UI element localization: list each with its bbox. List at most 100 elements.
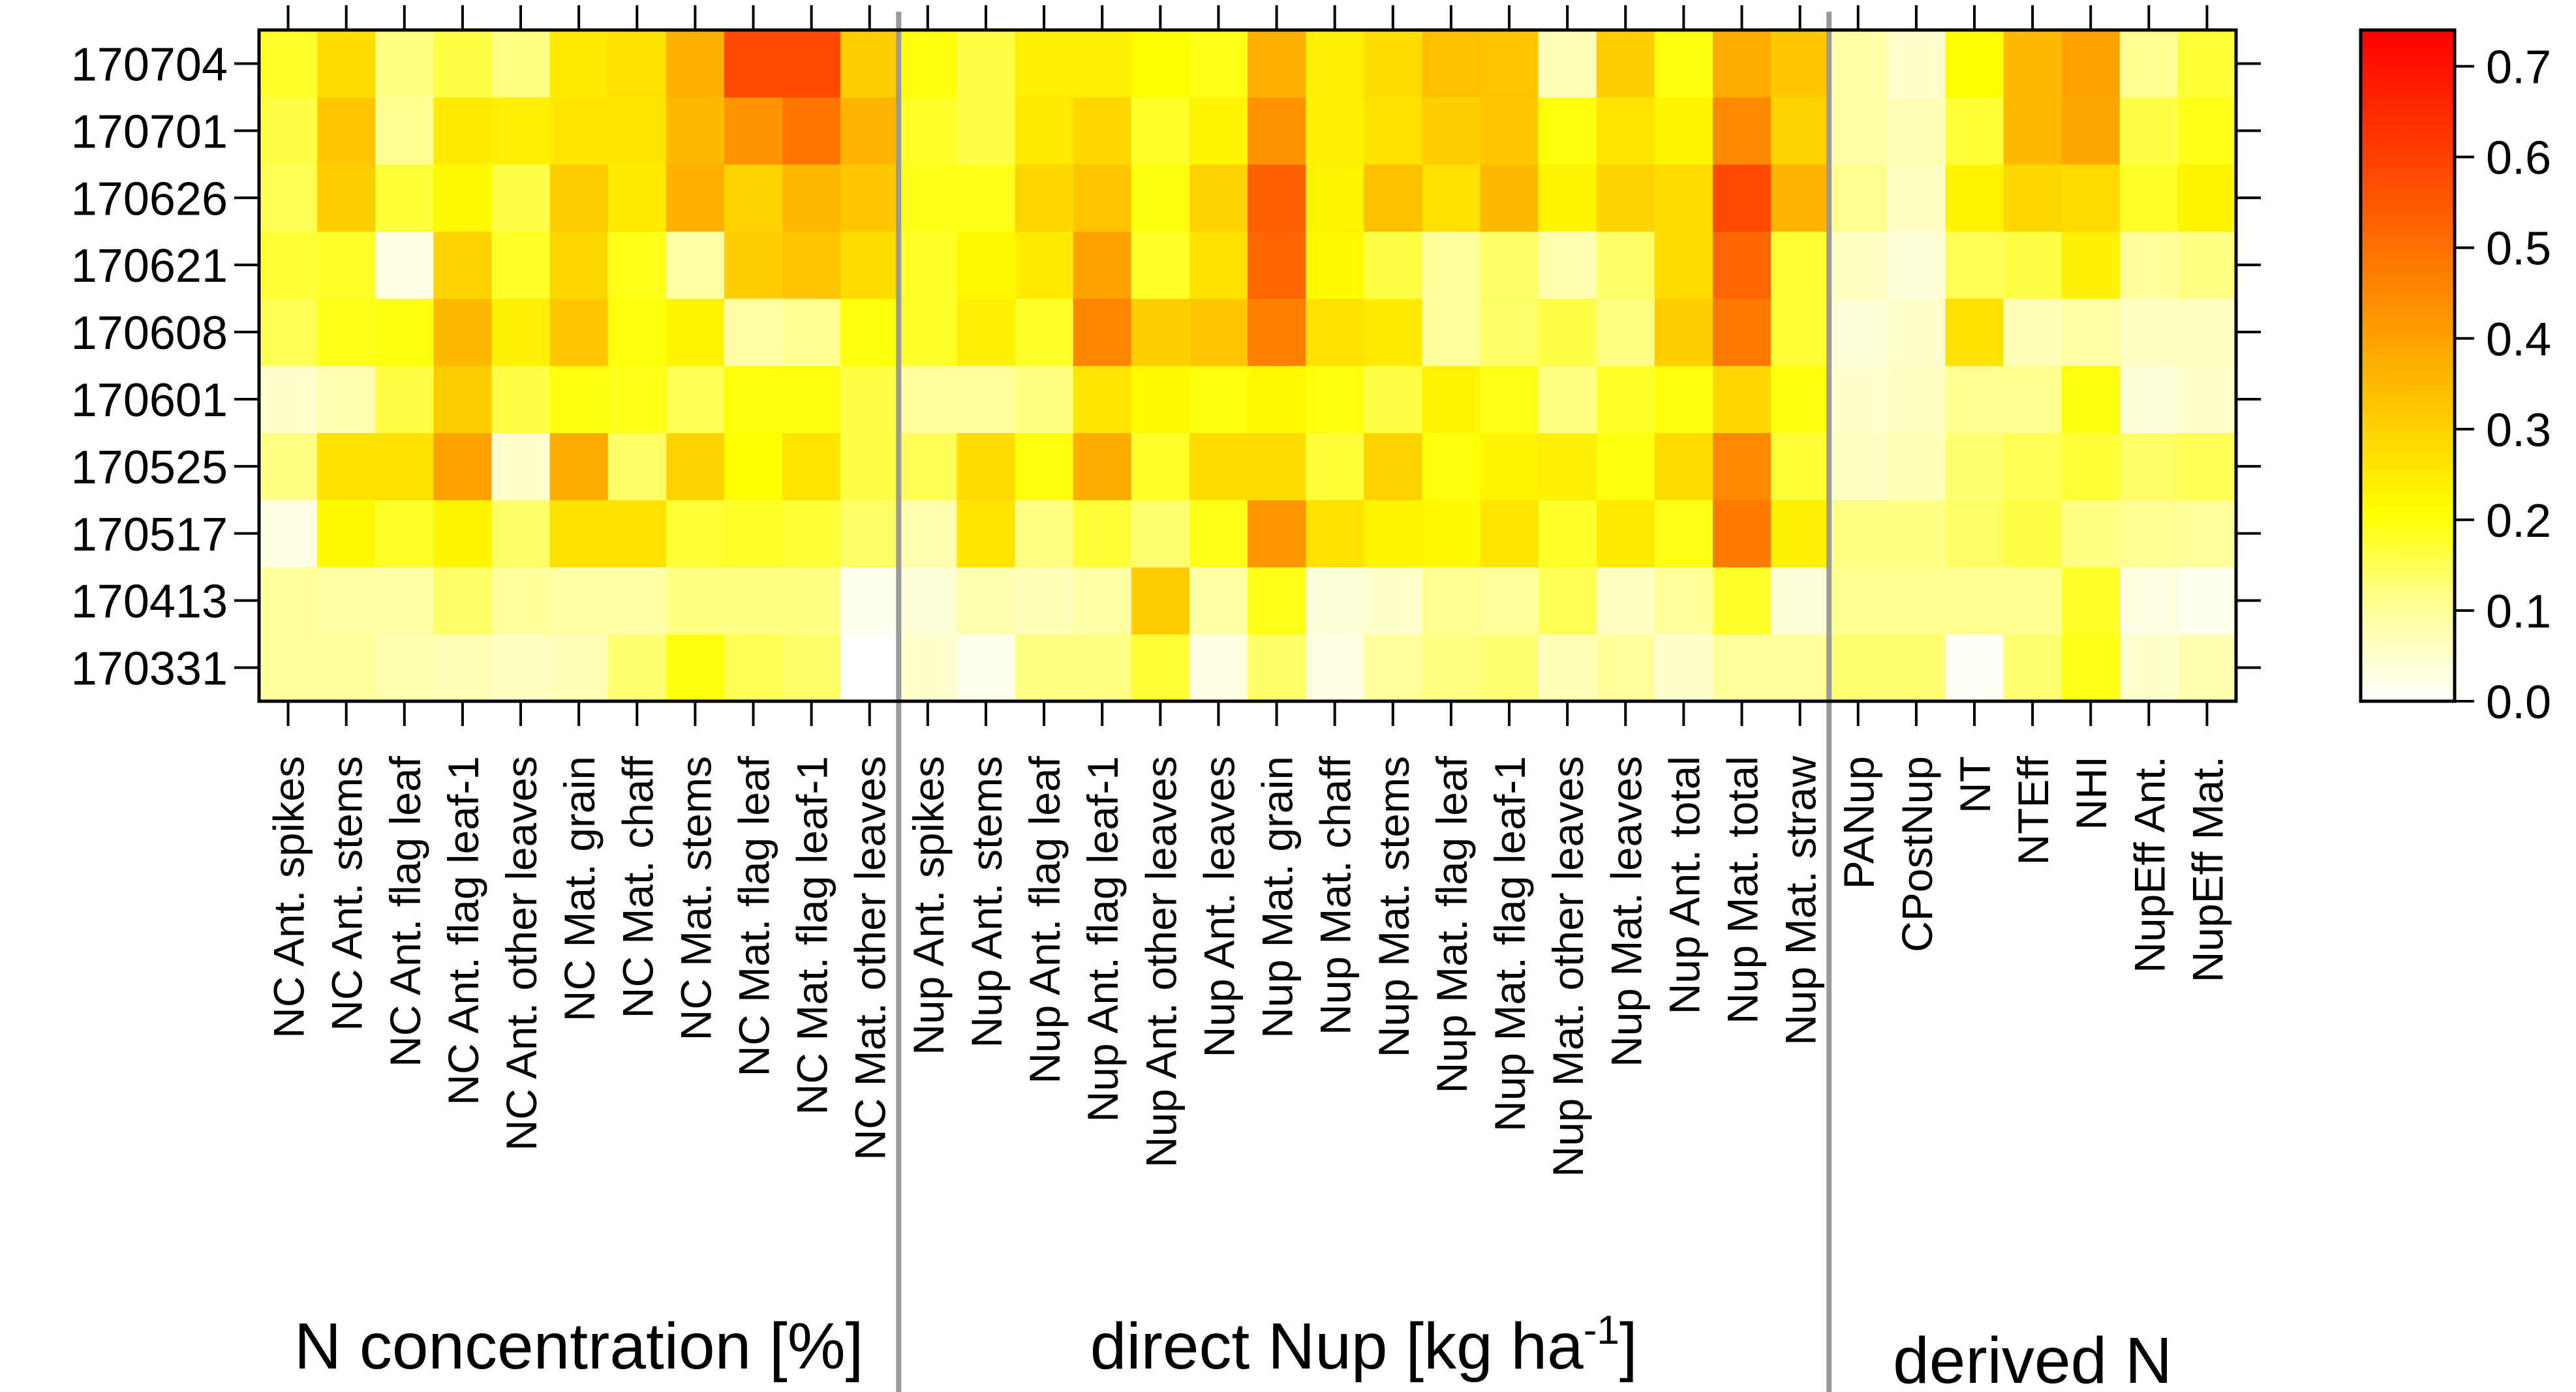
x-tick-label: Nup Mat. total [1719, 756, 1767, 1024]
heat-cell [898, 500, 958, 567]
x-tick-label: NC Mat. other leaves [846, 756, 895, 1160]
heat-cell [1189, 567, 1248, 635]
heat-cell [1248, 298, 1306, 367]
heat-cell [1945, 634, 2004, 702]
heat-cell [1887, 634, 1946, 702]
x-tick-label: NupEff Mat. [2183, 756, 2231, 982]
heat-cell [2119, 500, 2179, 567]
heat-cell [259, 231, 318, 299]
heat-cell [666, 164, 725, 232]
heat-cell [1480, 365, 1539, 433]
heat-cell [549, 97, 609, 165]
heat-cell [259, 500, 318, 567]
heat-cell [1887, 365, 1946, 433]
heat-cell [1189, 365, 1248, 433]
heat-cell [666, 298, 725, 367]
heat-cell [840, 500, 899, 567]
heat-cell [2177, 500, 2237, 567]
heat-cell [1306, 97, 1364, 165]
heat-cell [1538, 365, 1597, 433]
heat-cell [1131, 500, 1190, 567]
heat-cell [666, 97, 725, 165]
heat-cell [607, 365, 667, 433]
heat-cell [1364, 432, 1422, 500]
heat-cell [2119, 164, 2179, 232]
heat-cell [259, 567, 318, 635]
x-tick-label: Nup Mat. flag leaf [1428, 755, 1476, 1093]
heat-cell [1945, 365, 2004, 433]
x-tick-label: PANup [1835, 756, 1883, 889]
heat-cell [898, 634, 958, 702]
heat-cell [2061, 634, 2121, 702]
heat-cell [1364, 97, 1422, 165]
heat-cell [1131, 432, 1190, 500]
heat-cell [433, 97, 493, 165]
heat-cell [724, 231, 783, 299]
heat-cell [1538, 500, 1597, 567]
heat-cell [2177, 365, 2237, 433]
heat-cell [840, 634, 899, 702]
heat-cell [433, 164, 493, 232]
heat-cell [1596, 164, 1655, 232]
heat-cell [491, 298, 551, 367]
heat-cell [782, 432, 841, 500]
heat-cell [957, 634, 1016, 702]
heat-cell [491, 365, 551, 433]
x-tick-label: Nup Ant. leaves [1195, 756, 1243, 1057]
heat-cell [1073, 365, 1132, 433]
heat-cell [1771, 634, 1830, 702]
group-labels: N concentration [%] direct Nup [kg ha-1] d… [294, 1308, 2172, 1392]
heat-cell [259, 97, 318, 165]
heat-cell [1538, 164, 1597, 232]
heat-cell [1829, 432, 1888, 500]
heatmap-cells [259, 30, 2237, 702]
x-tick-label: Nup Mat. other leaves [1544, 756, 1592, 1177]
x-tick-label: NC Ant. flag leaf [381, 755, 429, 1067]
heat-cell [2003, 432, 2062, 500]
heat-cell [1073, 500, 1132, 567]
heat-cell [1771, 365, 1830, 433]
heat-cell [1364, 365, 1422, 433]
heat-cell [2119, 231, 2179, 299]
heat-cell [1248, 567, 1306, 635]
heat-cell [782, 30, 841, 98]
heat-cell [1654, 567, 1713, 635]
heat-cell [491, 97, 551, 165]
heat-cell [1945, 30, 2004, 98]
heat-cell [2061, 97, 2121, 165]
heat-cell [1015, 365, 1074, 433]
heat-cell [549, 30, 609, 98]
heat-cell [2119, 365, 2179, 433]
heat-cell [1771, 567, 1830, 635]
x-tick-label: NC Ant. flag leaf-1 [439, 756, 487, 1106]
x-tick-label: NC Ant. spikes [265, 756, 313, 1038]
heat-cell [2119, 432, 2179, 500]
heat-cell [957, 365, 1016, 433]
heat-cell [2177, 164, 2237, 232]
heat-cell [1596, 365, 1655, 433]
heat-cell [898, 231, 958, 299]
heat-cell [1887, 164, 1946, 232]
heat-cell [1189, 97, 1248, 165]
heat-cell [1131, 97, 1190, 165]
heat-cell [957, 432, 1016, 500]
heat-cell [957, 164, 1016, 232]
heat-cell [607, 567, 667, 635]
heat-cell [1015, 432, 1074, 500]
x-tick-label: Nup Mat. grain [1253, 756, 1302, 1038]
heat-cell [375, 432, 434, 500]
heat-cell [2119, 634, 2179, 702]
heat-cell [782, 365, 841, 433]
heat-cell [1073, 97, 1132, 165]
heat-cell [782, 298, 841, 367]
heat-cell [375, 164, 434, 232]
group-label: direct Nup [kg ha-1] [1090, 1308, 1638, 1383]
heat-cell [1829, 365, 1888, 433]
heat-cell [317, 634, 376, 702]
heat-cell [1654, 634, 1713, 702]
heat-cell [1538, 567, 1597, 635]
x-tick-label: NC Ant. other leaves [497, 756, 545, 1151]
heat-cell [840, 97, 899, 165]
y-tick-label: 170517 [71, 509, 228, 561]
heat-cell [1654, 432, 1713, 500]
